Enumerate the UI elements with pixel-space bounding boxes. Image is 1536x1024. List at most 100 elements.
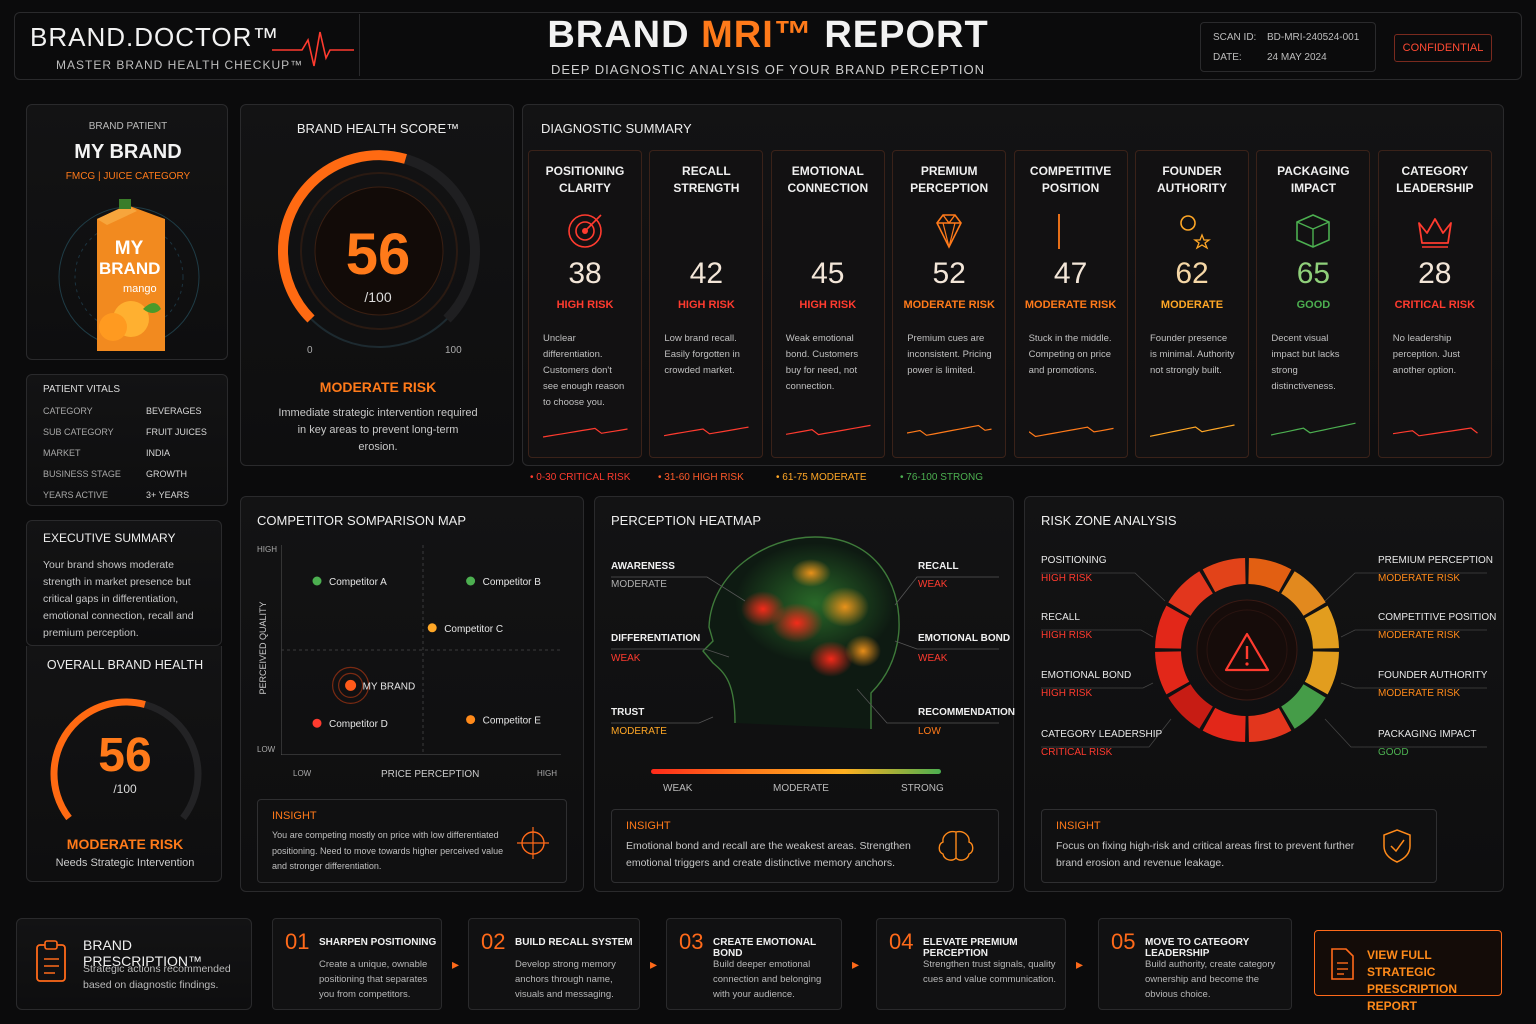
risk-ring-segment: [1248, 707, 1292, 742]
sparkline-path: [1392, 427, 1478, 437]
card-title: PREMIUM PERCEPTION: [893, 163, 1005, 197]
cta-line-1: VIEW FULL STRATEGIC: [1367, 948, 1436, 979]
card-title-line-1: EMOTIONAL: [791, 164, 864, 178]
step-number: 03: [679, 929, 704, 954]
overall-brand-health: OVERALL BRAND HEALTH 56 /100 MODERATE RI…: [26, 646, 222, 882]
vital-key: BUSINESS STAGE: [43, 469, 121, 479]
card-title-line-1: COMPETITIVE: [1029, 164, 1112, 178]
risk-ring-segment: [1202, 558, 1246, 593]
heartbeat-icon: [272, 31, 354, 67]
diagnostic-title: DIAGNOSTIC SUMMARY: [541, 121, 692, 136]
juice-pack-image: [58, 199, 200, 351]
vital-key: YEARS ACTIVE: [43, 490, 109, 500]
risk-ring-segment: [1155, 605, 1190, 649]
card-score: 62: [1175, 257, 1209, 290]
competitor-title: COMPETITOR SOMPARISON MAP: [257, 513, 466, 528]
card-level: HIGH RISK: [799, 299, 857, 311]
scan-date: 24 MAY 2024: [1267, 52, 1327, 63]
scale-strong: STRONG: [901, 783, 944, 794]
risk-category-leadership-level: CRITICAL RISK: [1041, 747, 1113, 758]
sparkline-path: [907, 424, 992, 436]
risk-packaging-impact: PACKAGING IMPACT: [1378, 729, 1477, 740]
box-icon: [1296, 214, 1331, 248]
health-score-out-of: /100: [364, 289, 392, 305]
step-heading: BUILD RECALL SYSTEM: [515, 937, 633, 948]
heat-emotional-bond-level: WEAK: [918, 653, 948, 664]
scale-weak: WEAK: [663, 783, 693, 794]
pack-flavor: mango: [123, 283, 157, 295]
vital-value: FRUIT JUICES: [146, 427, 207, 437]
step-number: 04: [889, 929, 914, 954]
card-score: 42: [689, 257, 724, 290]
card-sparkline: [543, 427, 628, 438]
prescription-step[interactable]: 03 CREATE EMOTIONAL BOND Build deeper emot…: [666, 918, 842, 1010]
card-level: MODERATE RISK: [1024, 299, 1117, 311]
insight-title: INSIGHT: [272, 810, 317, 822]
brand-patient-card: BRAND PATIENT MY BRAND FMCG | JUICE CATE…: [26, 104, 228, 360]
x-high-label: HIGH: [537, 769, 557, 778]
step-arrow-icon: ▸: [650, 956, 658, 972]
competitor-point: Competitor A: [312, 576, 387, 588]
card-title-line-2: CONNECTION: [787, 181, 869, 195]
heat-awareness-level: MODERATE: [611, 579, 667, 590]
step-heading: SHARPEN POSITIONING: [319, 937, 437, 948]
step-heading: CREATE EMOTIONAL BOND: [713, 937, 816, 959]
heatmap-title: PERCEPTION HEATMAP: [611, 513, 762, 528]
confidential-badge: CONFIDENTIAL: [1394, 34, 1492, 62]
point-marker: [427, 623, 437, 633]
step-number: 02: [481, 929, 506, 954]
insight-text: Emotional bond and recall are the weakes…: [626, 840, 911, 869]
prescription-step[interactable]: 04 ELEVATE PREMIUM PERCEPTION Strengthen t…: [876, 918, 1066, 1010]
card-title: FOUNDER AUTHORITY: [1136, 163, 1248, 197]
card-sparkline: [1271, 422, 1357, 436]
card-title: RECALL STRENGTH: [650, 163, 762, 197]
logo-area: [26, 14, 360, 76]
logo-subtitle: MASTER BRAND HEALTH CHECKUP™: [56, 58, 304, 72]
prescription-step[interactable]: 01 SHARPEN POSITIONING Create a unique, ow…: [272, 918, 442, 1010]
risk-zone-analysis: RISK ZONE ANALYSIS POSITIONING HIGH RISK…: [1024, 496, 1504, 892]
card-level: HIGH RISK: [556, 299, 614, 311]
card-title-line-2: IMPACT: [1290, 181, 1336, 195]
risk-recall-level: HIGH RISK: [1041, 630, 1093, 641]
point-label: Competitor D: [329, 719, 388, 730]
vital-key: MARKET: [43, 448, 81, 458]
step-number: 05: [1111, 929, 1136, 954]
card-title-line-1: POSITIONING: [545, 164, 625, 178]
x-axis-label: PRICE PERCEPTION: [381, 769, 480, 780]
risk-emotional-bond-level: HIGH RISK: [1041, 688, 1093, 699]
target-icon: [568, 214, 602, 248]
step-arrow-icon: ▸: [1076, 956, 1084, 972]
title-post: REPORT: [812, 14, 989, 56]
card-title-line-2: STRENGTH: [673, 181, 740, 195]
brand-prescription: BRAND PRESCRIPTION™ Strategic actions re…: [16, 918, 252, 1010]
view-full-report-button[interactable]: VIEW FULL STRATEGIC PRESCRIPTION REPORT: [1314, 930, 1502, 1013]
diagnostic-card: POSITIONING CLARITY 38 HIGH RISK Unclear dif…: [528, 150, 642, 458]
insight-title: INSIGHT: [1056, 820, 1101, 832]
card-title-line-1: FOUNDER: [1162, 164, 1222, 178]
overall-out-of: /100: [113, 782, 137, 796]
flag-icon: [1057, 214, 1060, 249]
vital-row: BUSINESS STAGE GROWTH: [43, 469, 217, 479]
prescription-step[interactable]: 02 BUILD RECALL SYSTEM Develop strong memo…: [468, 918, 640, 1010]
brand-category: FMCG | JUICE CATEGORY: [65, 171, 191, 182]
card-title-line-2: AUTHORITY: [1157, 181, 1227, 195]
exec-text: Your brand shows moderate strength in ma…: [43, 559, 194, 639]
heat-scale-bar: [651, 769, 941, 774]
health-score-note: Immediate strategic intervention require…: [278, 407, 478, 453]
heat-differentiation-level: WEAK: [611, 653, 641, 664]
competitor-insight: INSIGHT You are competing mostly on pric…: [257, 799, 567, 883]
card-sparkline: [785, 424, 871, 436]
competitor-point: Competitor B: [466, 576, 541, 588]
diagnostic-card: PACKAGING IMPACT 65 GOOD Decent visual impac…: [1256, 150, 1371, 458]
page-title: BRAND MRI™ REPORT: [0, 14, 1536, 57]
overall-score: 56: [98, 729, 152, 782]
card-description: Premium cues are inconsistent. Pricing p…: [907, 333, 992, 376]
card-score: 45: [811, 257, 845, 290]
brain-icon: [686, 211, 726, 251]
scan-id: BD-MRI-240524-001: [1267, 32, 1360, 43]
health-score-title: BRAND HEALTH SCORE™: [296, 121, 460, 136]
legend-high: • 31-60 HIGH RISK: [658, 472, 744, 483]
executive-summary: EXECUTIVE SUMMARY Your brand shows moder…: [26, 520, 222, 646]
card-description: Weak emotional bond. Customers buy for n…: [785, 333, 859, 392]
prescription-step[interactable]: 05 MOVE TO CATEGORY LEADERSHIP Build autho…: [1098, 918, 1292, 1010]
